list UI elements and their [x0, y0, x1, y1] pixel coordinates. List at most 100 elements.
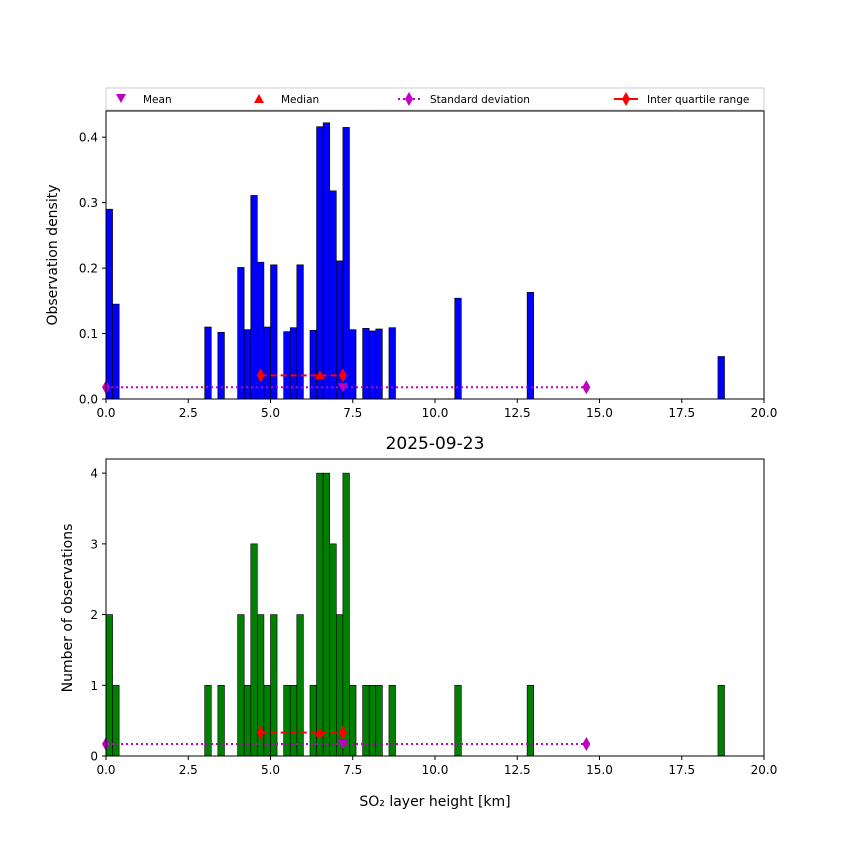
bottom-x-tick-label: 12.5: [504, 763, 531, 777]
bottom-histogram-bar: [368, 684, 377, 757]
bottom-histogram-bar: [270, 614, 278, 757]
top-mean-marker: [337, 383, 348, 393]
top-histogram-bar: [375, 328, 383, 400]
top-y-ticks: 0.0 0.1 0.2 0.3 0.4: [79, 131, 106, 407]
bottom-y-tick-label: 2: [90, 608, 98, 622]
legend-label-mean: Mean: [143, 94, 172, 106]
top-histogram-bar: [296, 264, 304, 400]
bottom-histogram-bar: [289, 684, 298, 757]
top-y-tick-label: 0.0: [79, 393, 98, 407]
legend-frame: [105, 87, 765, 111]
top-y-axis-label: Observation density: [45, 184, 61, 325]
top-x-tick-label: 10.0: [422, 406, 449, 420]
bottom-x-tick-label: 20.0: [751, 763, 778, 777]
top-histogram-bar: [250, 195, 258, 400]
bottom-histogram-bar: [342, 472, 350, 757]
bottom-x-tick-label: 10.0: [422, 763, 449, 777]
bottom-x-tick-label: 17.5: [668, 763, 695, 777]
bottom-histogram-bar: [349, 684, 357, 757]
bottom-histogram-bar: [322, 472, 331, 757]
legend-mean-marker: [116, 94, 126, 103]
top-x-tick-label: 2.5: [179, 406, 198, 420]
top-histogram-bar: [717, 356, 725, 400]
top-histogram-bar: [243, 329, 252, 400]
top-histogram-bar: [112, 303, 120, 400]
top-histogram-bars: [105, 122, 725, 400]
top-stat-markers: [102, 368, 591, 395]
bottom-iqr-marker: [256, 725, 265, 740]
legend-label-std: Standard deviation: [430, 94, 530, 106]
bottom-x-axis-label: SO₂ layer height [km]: [359, 794, 510, 810]
bottom-histogram-bar: [204, 684, 212, 757]
top-histogram-bar: [309, 329, 317, 400]
top-histogram-bar: [237, 267, 245, 400]
bottom-iqr-marker: [338, 725, 347, 740]
top-histogram-bar: [454, 297, 462, 400]
top-histogram-bar: [526, 292, 534, 400]
bottom-histogram-bar: [237, 614, 245, 757]
top-median-marker: [314, 370, 325, 380]
bottom-mean-marker: [337, 739, 348, 749]
top-histogram-bar: [105, 208, 113, 400]
bottom-histogram-bar: [362, 684, 370, 757]
top-x-tick-label: 12.5: [504, 406, 531, 420]
top-histogram-bar: [289, 327, 298, 400]
bottom-histogram-bar: [388, 684, 396, 757]
bottom-x-tick-label: 0.0: [96, 763, 115, 777]
top-y-tick-label: 0.3: [79, 196, 98, 210]
bottom-panel-title: 2025-09-23: [386, 434, 485, 454]
top-histogram-bar: [283, 331, 291, 400]
bottom-histogram-bar: [454, 684, 462, 757]
top-histogram-bar: [270, 264, 278, 400]
top-x-tick-label: 5.0: [261, 406, 280, 420]
top-iqr-marker: [256, 368, 265, 383]
legend: Mean Median Standard deviation Inter qua…: [105, 87, 765, 111]
bottom-histogram-bar: [296, 614, 304, 757]
top-y-tick-label: 0.2: [79, 262, 98, 276]
top-histogram-bar: [368, 330, 377, 400]
bottom-y-axis-label: Number of observations: [60, 524, 76, 693]
bottom-x-ticks: 0.0 2.5 5.0 7.5 10.0 12.5 15.0 17.5 20.0: [96, 756, 777, 777]
top-histogram-bar: [362, 328, 370, 400]
top-x-tick-label: 15.0: [586, 406, 613, 420]
top-x-tick-label: 7.5: [343, 406, 362, 420]
bottom-histogram-bar: [329, 543, 337, 757]
bottom-histogram-bar: [375, 684, 383, 757]
bottom-std-dev-marker: [582, 736, 591, 751]
top-histogram-bar: [388, 327, 396, 400]
legend-median-marker: [254, 94, 264, 103]
top-x-tick-label: 20.0: [751, 406, 778, 420]
bottom-histogram-bar: [263, 684, 271, 757]
top-iqr-marker: [338, 368, 347, 383]
bottom-histogram-bar: [309, 684, 317, 757]
bottom-x-tick-label: 5.0: [261, 763, 280, 777]
top-histogram-bar: [322, 122, 331, 400]
bottom-y-ticks: 0 1 2 3 4: [90, 467, 106, 764]
legend-label-iqr: Inter quartile range: [647, 94, 749, 106]
top-histogram-bar: [349, 329, 357, 400]
top-histogram-bar: [342, 127, 350, 400]
top-x-tick-label: 17.5: [668, 406, 695, 420]
top-histogram-bar: [316, 126, 324, 400]
bottom-histogram-bar: [243, 684, 252, 757]
bottom-histogram-bar: [250, 543, 258, 757]
bottom-histogram-bar: [283, 684, 291, 757]
bottom-y-tick-label: 3: [90, 537, 98, 551]
bottom-panel: 2025-09-23 0.0 2.5 5.0 7.5 10.0 12.5 15.0 17.5 2…: [60, 434, 777, 810]
bottom-histogram-bar: [217, 684, 225, 757]
bottom-histogram-bar: [112, 684, 120, 757]
bottom-x-tick-label: 15.0: [586, 763, 613, 777]
bottom-histogram-bar: [717, 684, 725, 757]
top-histogram-bar: [329, 190, 337, 400]
bottom-y-tick-label: 4: [90, 467, 98, 481]
bottom-stat-markers: [102, 725, 591, 751]
top-y-tick-label: 0.4: [79, 131, 98, 145]
top-panel: 0.0 2.5 5.0 7.5 10.0 12.5 15.0 17.5 20.0 0.0 0.1 0…: [45, 110, 777, 420]
top-histogram-bar: [217, 331, 225, 400]
top-y-tick-label: 0.1: [79, 327, 98, 341]
top-x-ticks: 0.0 2.5 5.0 7.5 10.0 12.5 15.0 17.5 20.0: [96, 399, 777, 420]
bottom-y-tick-label: 0: [90, 750, 98, 764]
bottom-histogram-bar: [316, 472, 324, 757]
bottom-median-marker: [314, 727, 325, 737]
